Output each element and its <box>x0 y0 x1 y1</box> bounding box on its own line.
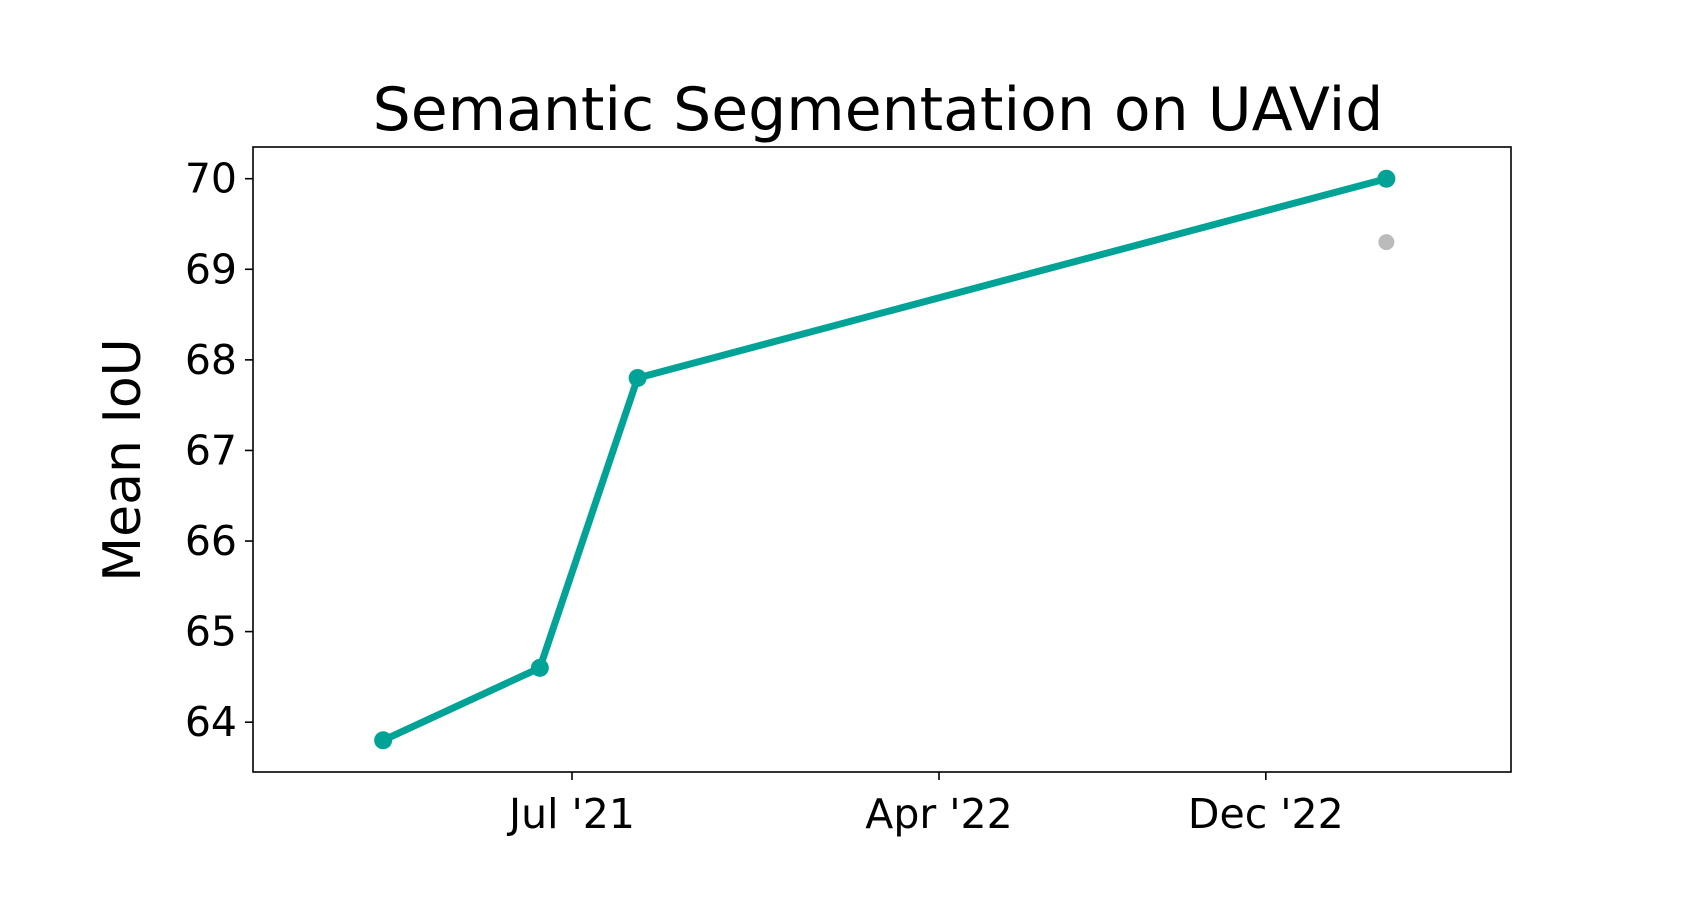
chart-title: Semantic Segmentation on UAVid <box>373 75 1384 145</box>
series-line-0 <box>379 175 1390 744</box>
y-tick-label: 65 <box>185 608 237 656</box>
y-tick-label: 64 <box>185 698 237 746</box>
data-point-0-2 <box>628 368 647 387</box>
data-point-0-1 <box>530 658 549 677</box>
x-tick-label: Dec '22 <box>1188 790 1344 838</box>
y-axis: 64 65 66 67 68 69 70 <box>185 155 253 746</box>
plot-area <box>252 146 1512 773</box>
data-point-1-0 <box>1378 234 1395 251</box>
y-tick-label: 67 <box>185 426 237 474</box>
x-axis: Jul '21 Apr '22 Dec '22 <box>506 772 1344 838</box>
y-tick-label: 69 <box>185 245 237 293</box>
y-tick-label: 70 <box>185 155 237 203</box>
x-tick-label: Apr '22 <box>865 790 1012 838</box>
y-tick-label: 66 <box>185 517 237 565</box>
data-point-0-0 <box>374 731 393 750</box>
data-point-0-3 <box>1377 169 1396 188</box>
y-tick-label: 68 <box>185 336 237 384</box>
y-axis-label: Mean IoU <box>93 338 153 581</box>
series-layer <box>374 169 1396 750</box>
x-tick-label: Jul '21 <box>506 790 635 838</box>
